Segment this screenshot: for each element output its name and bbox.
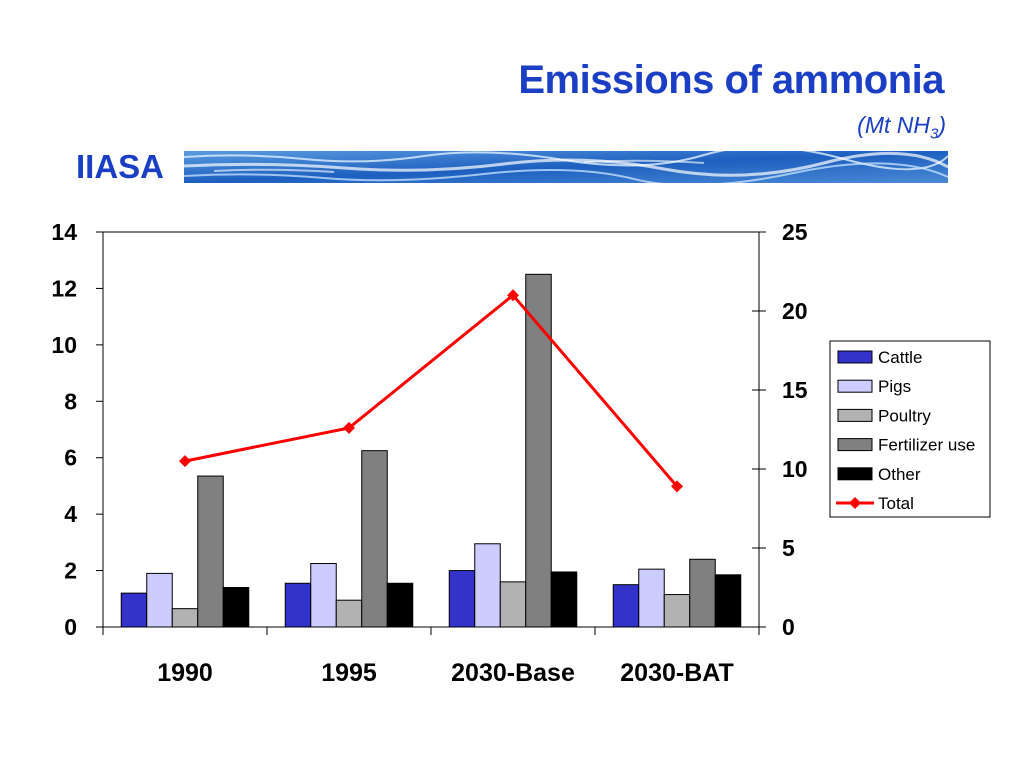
bar-cattle xyxy=(448,570,476,628)
y-right-tick-label: 25 xyxy=(782,219,808,245)
legend-label: Total xyxy=(878,494,914,513)
subtitle-subscript: 3 xyxy=(929,125,939,143)
y-left-tick-label: 10 xyxy=(51,332,77,358)
legend-swatch xyxy=(837,467,873,481)
water-banner-graphic xyxy=(183,145,949,187)
point-total xyxy=(343,421,355,434)
legend-swatch-marker xyxy=(849,497,861,509)
bar-cattle xyxy=(612,584,640,628)
y-left-tick-label: 6 xyxy=(64,445,77,471)
bar-poultry xyxy=(171,608,199,628)
legend-swatch xyxy=(837,408,873,422)
point-total xyxy=(179,455,191,468)
bar-fertilizer-use xyxy=(689,558,716,628)
y-right-tick-label: 10 xyxy=(782,456,808,482)
y-right-tick-label: 0 xyxy=(782,614,795,640)
bar-cattle xyxy=(120,592,148,628)
legend xyxy=(829,340,991,518)
bar-pigs xyxy=(310,563,337,628)
y-left-tick-label: 12 xyxy=(51,275,77,301)
legend-swatch xyxy=(837,350,873,364)
legend-label: Other xyxy=(878,465,921,484)
chart-subtitle-unit: (Mt NH3) xyxy=(857,112,946,143)
bar-pigs xyxy=(638,568,665,628)
x-tick-label: 2030-BAT xyxy=(620,659,733,687)
bar-other xyxy=(222,587,250,628)
bar-pigs xyxy=(146,572,173,628)
y-right-tick-label: 15 xyxy=(782,377,808,403)
point-total xyxy=(507,289,519,302)
bar-poultry xyxy=(499,581,527,628)
subtitle-text: (Mt NH xyxy=(857,112,930,138)
legend-label: Poultry xyxy=(878,406,931,425)
bar-other xyxy=(550,571,578,628)
legend-label: Pigs xyxy=(878,377,911,396)
y-left-tick-label: 14 xyxy=(51,219,77,245)
legend-label: Fertilizer use xyxy=(878,436,975,455)
y-right-tick-label: 20 xyxy=(782,298,808,324)
bar-other xyxy=(714,574,742,628)
y-left-tick-label: 0 xyxy=(64,614,77,640)
subtitle-close: ) xyxy=(938,112,946,138)
y-right-tick-label: 5 xyxy=(782,535,795,561)
bar-poultry xyxy=(335,599,363,628)
water-banner-image xyxy=(183,145,949,187)
x-tick-label: 2030-Base xyxy=(451,659,575,687)
point-total xyxy=(671,480,683,493)
legend-label: Cattle xyxy=(878,348,922,367)
bar-poultry xyxy=(663,594,691,628)
bar-cattle xyxy=(284,582,312,628)
bar-other xyxy=(386,582,414,628)
y-left-tick-label: 8 xyxy=(64,388,77,414)
bar-fertilizer-use xyxy=(197,475,224,628)
chart-title: Emissions of ammonia xyxy=(518,58,944,102)
y-left-tick-label: 2 xyxy=(64,558,77,584)
y-left-tick-label: 4 xyxy=(64,501,77,527)
x-tick-label: 1995 xyxy=(321,659,377,687)
brand-label: IIASA xyxy=(76,148,165,185)
bar-pigs xyxy=(474,543,501,628)
line-total xyxy=(184,293,679,488)
legend-swatch xyxy=(837,379,873,393)
legend-swatch xyxy=(837,438,873,452)
x-tick-label: 1990 xyxy=(157,659,213,687)
bar-fertilizer-use xyxy=(361,450,388,628)
